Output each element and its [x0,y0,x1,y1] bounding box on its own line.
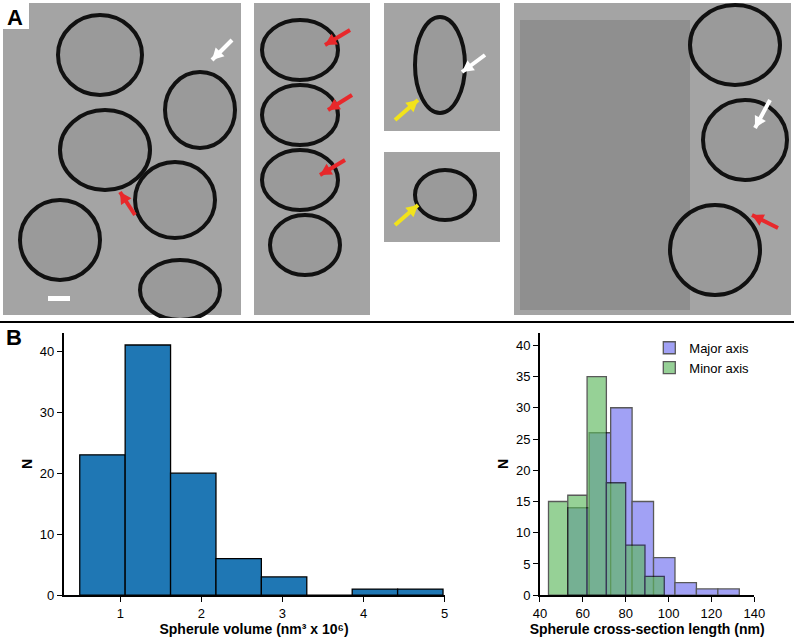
svg-text:35: 35 [516,369,530,384]
svg-text:40: 40 [516,338,530,353]
svg-text:0: 0 [47,588,54,603]
svg-text:Major axis: Major axis [689,341,749,356]
svg-text:100: 100 [658,606,680,621]
svg-text:80: 80 [618,606,632,621]
svg-text:120: 120 [701,606,723,621]
svg-text:140: 140 [743,606,765,621]
svg-text:3: 3 [279,606,286,621]
svg-text:Minor axis: Minor axis [689,361,749,376]
svg-text:10: 10 [516,525,530,540]
svg-text:5: 5 [523,557,530,572]
svg-text:0: 0 [523,588,530,603]
svg-text:1: 1 [117,606,124,621]
svg-text:10: 10 [40,527,54,542]
svg-text:2: 2 [198,606,205,621]
svg-text:60: 60 [576,606,590,621]
svg-text:30: 30 [516,400,530,415]
svg-text:A: A [7,5,23,30]
svg-text:B: B [6,325,22,350]
svg-text:4: 4 [360,606,367,621]
svg-text:20: 20 [40,466,54,481]
svg-text:Spherule volume (nm³ x 10⁶): Spherule volume (nm³ x 10⁶) [159,621,348,637]
svg-text:N: N [495,459,511,469]
svg-text:20: 20 [516,463,530,478]
svg-text:15: 15 [516,494,530,509]
svg-text:40: 40 [533,606,547,621]
svg-text:5: 5 [441,606,448,621]
svg-text:N: N [19,459,35,469]
svg-text:30: 30 [40,405,54,420]
svg-text:25: 25 [516,432,530,447]
svg-text:Spherule cross-section length: Spherule cross-section length (nm) [530,621,765,637]
svg-text:40: 40 [40,344,54,359]
